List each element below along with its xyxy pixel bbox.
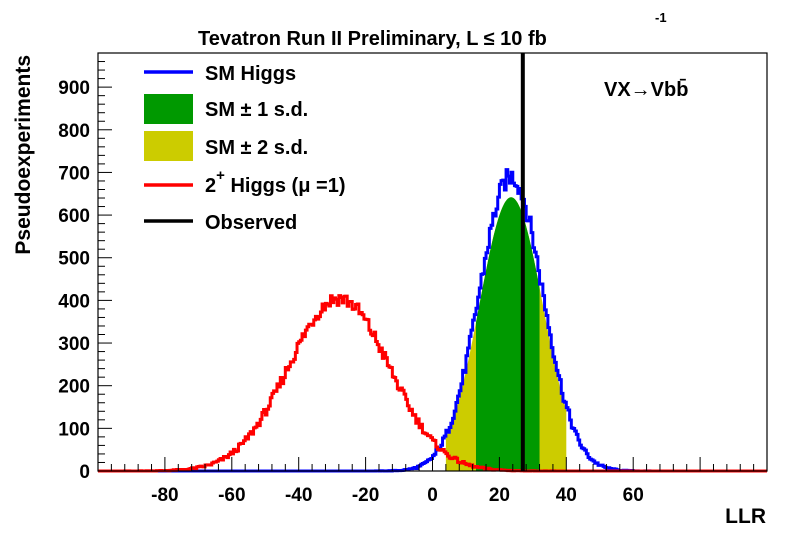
x-tick-label: 40 [556,485,577,506]
y-tick-label: 800 [58,121,90,142]
legend-label-observed: Observed [205,212,297,234]
legend-item-spin2-higgs: 2+ Higgs (μ =1) [144,167,345,197]
legend-item-two-sigma: SM ± 2 s.d. [144,131,308,161]
x-tick-label: 60 [623,485,644,506]
x-tick-label: -20 [352,485,379,506]
legend-item-sm-higgs: SM Higgs [144,63,296,85]
legend-swatch-one-sigma [144,94,193,124]
x-tick-label: -80 [151,485,178,506]
y-tick-label: 200 [58,377,90,398]
y-axis-label: Pseudoexperiments [12,55,35,255]
y-tick-label: 600 [58,206,90,227]
y-tick-label: 0 [79,462,90,483]
legend-item-one-sigma: SM ± 1 s.d. [144,94,308,124]
legend-label-sm-higgs: SM Higgs [205,63,296,85]
y-axis: 0 100 200 300 400 500 600 700 800 900 [58,52,112,483]
x-tick-label: -60 [218,485,245,506]
x-axis-label: LLR [725,505,766,528]
y-tick-label: 100 [58,419,90,440]
legend-label-two-sigma: SM ± 2 s.d. [205,137,308,159]
legend-swatch-two-sigma [144,131,193,161]
x-tick-label: 0 [427,485,438,506]
legend-label-spin2-higgs: 2+ Higgs (μ =1) [205,167,345,197]
chart-title: Tevatron Run II Preliminary, L ≤ 10 fb [198,28,547,50]
y-tick-label: 300 [58,334,90,355]
y-tick-label: 900 [58,78,90,99]
legend-label-one-sigma: SM ± 1 s.d. [205,99,308,121]
y-tick-label: 500 [58,249,90,270]
legend: SM Higgs SM ± 1 s.d. SM ± 2 s.d. 2+ Higg… [144,63,345,234]
y-tick-label: 400 [58,291,90,312]
chart-title-superscript: -1 [655,10,667,25]
x-axis: -80 -60 -40 -20 0 20 40 60 [97,457,768,506]
process-annotation: VX→Vbb̄ [604,79,688,101]
x-tick-label: -40 [285,485,312,506]
legend-item-observed: Observed [144,212,297,234]
x-tick-label: 20 [489,485,510,506]
y-tick-label: 700 [58,163,90,184]
